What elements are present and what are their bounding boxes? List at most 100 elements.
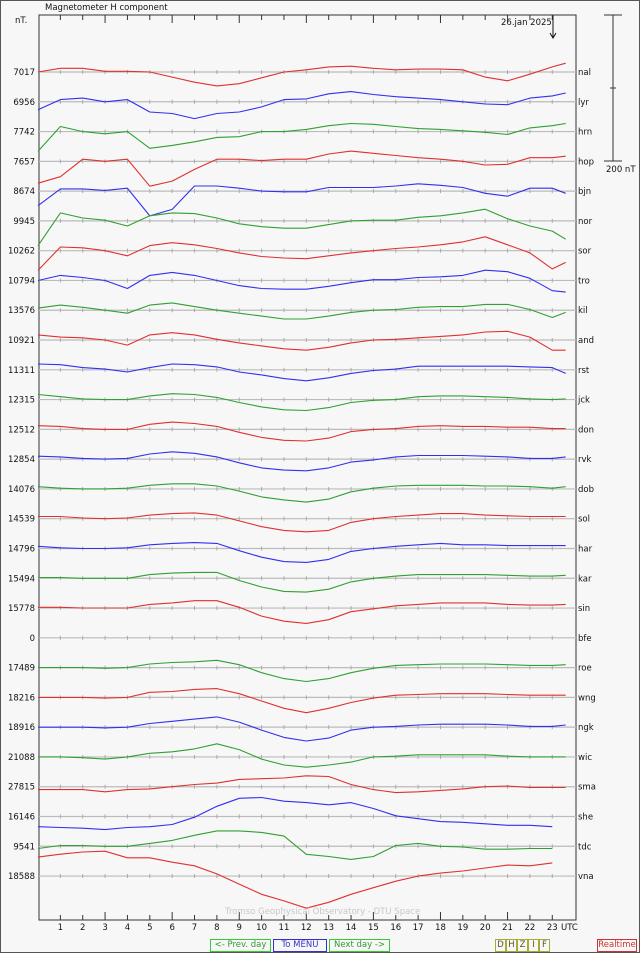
station-code: tro bbox=[578, 276, 590, 286]
trace-dob bbox=[37, 483, 566, 503]
credit-watermark: Tromso Geophysical Observatory - DTU Spa… bbox=[224, 907, 420, 917]
baseline-value: 10794 bbox=[8, 276, 35, 286]
x-tick-label: 22 bbox=[525, 923, 536, 933]
station-code: lyr bbox=[578, 98, 589, 108]
trace-wic bbox=[38, 743, 566, 768]
x-tick-label: 16 bbox=[390, 923, 401, 933]
station-rvk: 12854 rvk bbox=[8, 451, 592, 472]
station-ngk: 18916 ngk bbox=[8, 716, 594, 742]
x-tick-label: 17 bbox=[413, 923, 424, 933]
x-tick-label: 1 bbox=[58, 923, 63, 933]
station-traces: 7017 nal 6956 lyr 7742 hrn 7657 hop 8674 bjn 9945 n… bbox=[8, 62, 596, 909]
component-z-button[interactable]: Z bbox=[517, 939, 528, 952]
station-tdc: 9541 tdc bbox=[13, 830, 592, 860]
next-day-button[interactable]: Next day -> bbox=[329, 939, 390, 952]
baseline-value: 9945 bbox=[13, 217, 35, 227]
baseline-value: 6956 bbox=[13, 98, 35, 108]
chart-title: Magnetometer H component bbox=[45, 3, 168, 13]
x-tick-label: 8 bbox=[214, 923, 219, 933]
component-f-button[interactable]: F bbox=[539, 939, 550, 952]
station-code: jck bbox=[577, 396, 590, 406]
baseline-value: 12854 bbox=[8, 455, 35, 465]
plot-frame bbox=[38, 14, 577, 921]
trace-she bbox=[37, 796, 553, 831]
station-jck: 12315 jck bbox=[8, 393, 590, 412]
station-code: ngk bbox=[578, 723, 594, 733]
baseline-value: 7017 bbox=[13, 68, 35, 78]
station-nal: 7017 nal bbox=[13, 62, 591, 87]
x-tick-label: 10 bbox=[256, 923, 267, 933]
y-unit-label: nT. bbox=[15, 16, 27, 26]
baseline-value: 10262 bbox=[8, 247, 35, 257]
station-code: nal bbox=[578, 68, 591, 78]
station-hop: 7657 hop bbox=[13, 150, 594, 187]
station-code: hop bbox=[578, 157, 594, 167]
station-code: rvk bbox=[578, 455, 592, 465]
baseline-value: 14796 bbox=[8, 544, 35, 554]
trace-sma bbox=[38, 775, 566, 794]
prev-day-button[interactable]: <- Prev. day bbox=[210, 939, 271, 952]
station-sor: 10262 sor bbox=[8, 236, 592, 271]
station-code: wic bbox=[578, 753, 592, 763]
realtime-button[interactable]: Realtime bbox=[597, 939, 637, 952]
baseline-value: 18588 bbox=[8, 872, 35, 882]
x-tick-label: 2 bbox=[80, 923, 85, 933]
trace-kil bbox=[37, 302, 566, 320]
station-code: sol bbox=[578, 515, 590, 525]
station-code: she bbox=[578, 813, 593, 823]
station-code: roe bbox=[578, 664, 592, 674]
to-menu-button[interactable]: To MENU bbox=[273, 939, 327, 952]
x-tick-label: 21 bbox=[502, 923, 513, 933]
x-tick-label: 5 bbox=[147, 923, 152, 933]
baseline-value: 14539 bbox=[8, 515, 35, 525]
bottom-axis: 1 2 3 4 5 6 7 8 9 10 11 12 13 14 15 16 17 18 19 20 21 22 23 bbox=[58, 912, 558, 933]
trace-sin bbox=[38, 600, 566, 624]
x-tick-label: 9 bbox=[237, 923, 242, 933]
x-tick-label: 14 bbox=[346, 923, 357, 933]
component-h-button[interactable]: H bbox=[506, 939, 517, 952]
component-i-button[interactable]: I bbox=[528, 939, 539, 952]
baseline-value: 15778 bbox=[8, 604, 35, 614]
baseline-value: 17489 bbox=[8, 664, 35, 674]
station-code: bjn bbox=[578, 187, 591, 197]
x-tick-label: 11 bbox=[279, 923, 290, 933]
trace-sor bbox=[37, 236, 566, 271]
baseline-value: 21088 bbox=[8, 753, 35, 763]
baseline-value: 18916 bbox=[8, 723, 35, 733]
trace-kar bbox=[38, 571, 566, 593]
station-and: 10921 and bbox=[8, 330, 594, 351]
x-tick-label: 6 bbox=[169, 923, 174, 933]
station-code: bfe bbox=[578, 634, 592, 644]
station-dob: 14076 dob bbox=[8, 483, 594, 503]
date-arrowhead-icon bbox=[549, 32, 557, 39]
station-code: nor bbox=[578, 217, 593, 227]
top-axis-ticks bbox=[59, 15, 553, 23]
station-rst: 11311 rst bbox=[8, 363, 590, 382]
baseline-value: 27815 bbox=[8, 783, 35, 793]
x-tick-label: 19 bbox=[457, 923, 468, 933]
station-kil: 13576 kil bbox=[8, 302, 588, 320]
station-wng: 18216 wng bbox=[8, 688, 596, 714]
trace-tro bbox=[37, 269, 566, 293]
station-code: dob bbox=[578, 485, 594, 495]
component-d-button[interactable]: D bbox=[495, 939, 506, 952]
scale-bar: 200 nT bbox=[604, 14, 636, 175]
x-tick-label: 12 bbox=[301, 923, 312, 933]
trace-don bbox=[37, 421, 566, 442]
station-wic: 21088 wic bbox=[8, 743, 592, 768]
trace-hop bbox=[37, 150, 566, 187]
x-tick-label: 15 bbox=[368, 923, 379, 933]
station-code: vna bbox=[578, 872, 594, 882]
station-code: sma bbox=[578, 783, 596, 793]
baseline-value: 14076 bbox=[8, 485, 35, 495]
station-lyr: 6956 lyr bbox=[13, 91, 589, 120]
baseline-value: 12512 bbox=[8, 425, 35, 435]
station-sin: 15778 sin bbox=[8, 600, 590, 624]
trace-har bbox=[37, 542, 566, 563]
baseline-value: 13576 bbox=[8, 306, 35, 316]
baseline-value: 7657 bbox=[13, 157, 35, 167]
x-tick-label: 3 bbox=[102, 923, 107, 933]
trace-jck bbox=[37, 393, 566, 412]
